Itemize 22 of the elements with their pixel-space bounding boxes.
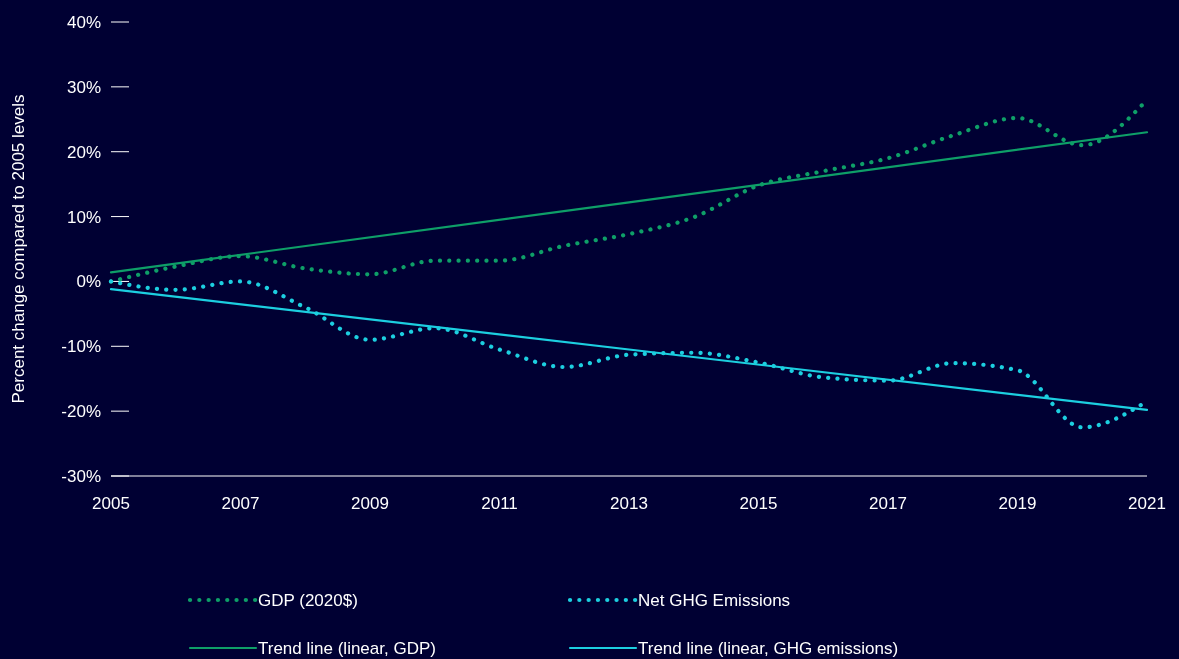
y-tick-label: -30% xyxy=(61,466,101,486)
x-tick-label: 2011 xyxy=(481,494,518,513)
y-tick-label: 40% xyxy=(66,12,101,32)
y-tick-label: 10% xyxy=(66,207,101,227)
legend-label: GDP (2020$) xyxy=(258,591,358,610)
y-tick-label: -20% xyxy=(61,402,101,422)
y-tick-label: 30% xyxy=(66,77,101,97)
y-tick-label: 0% xyxy=(76,272,101,292)
x-tick-label: 2019 xyxy=(998,494,1037,513)
x-tick-label: 2007 xyxy=(221,494,260,513)
x-tick-label: 2021 xyxy=(1128,494,1166,513)
x-tick-label: 2009 xyxy=(351,494,389,513)
x-tick-label: 2005 xyxy=(92,494,130,513)
y-tick-label: -10% xyxy=(61,337,101,357)
y-tick-label: 20% xyxy=(66,142,101,162)
x-tick-label: 2017 xyxy=(869,494,907,513)
y-axis-title: Percent change compared to 2005 levels xyxy=(9,94,28,404)
x-tick-label: 2013 xyxy=(610,494,648,513)
x-tick-label: 2015 xyxy=(739,494,778,513)
legend-label: Trend line (linear, GDP) xyxy=(258,639,436,658)
legend-label: Trend line (linear, GHG emissions) xyxy=(638,639,899,658)
legend-label: Net GHG Emissions xyxy=(638,591,791,610)
